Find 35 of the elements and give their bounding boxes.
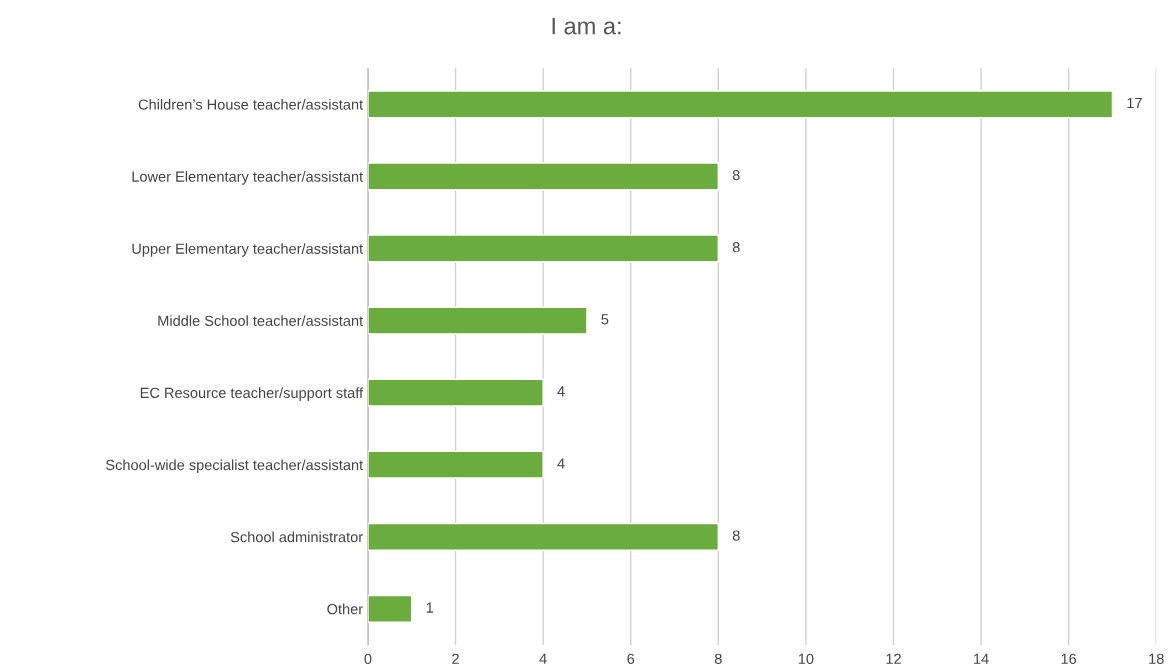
bar [367,450,544,479]
data-label: 8 [732,242,740,253]
x-tick-label: 18 [1149,653,1164,664]
y-tick-label: School administrator [230,531,363,543]
y-tick-label: Other [327,603,363,615]
x-tick-label: 12 [886,653,901,664]
x-tick-label: 2 [452,653,459,664]
data-label: 17 [1127,98,1142,109]
data-label: 8 [732,169,740,181]
bar [367,594,413,623]
x-tick-label: 0 [364,653,372,664]
data-label: 4 [557,458,565,469]
data-label: 8 [732,530,740,541]
bar [367,378,544,407]
bar [367,522,720,551]
x-tick-label: 6 [627,653,635,664]
chart-title: I am a: [552,17,621,35]
x-tick-label: 16 [1061,653,1077,664]
y-tick-label: Children’s House teacher/assistant [138,99,364,110]
y-tick-label: School-wide specialist teacher/assistant [106,459,364,474]
bar [367,306,588,335]
y-tick-label: EC Resource teacher/support staff [140,387,364,401]
y-tick-label: Middle School teacher/assistant [158,315,364,326]
bar [367,234,720,263]
data-label: 5 [601,314,609,325]
bar [367,90,1114,119]
y-tick-label: Lower Elementary teacher/assistant [132,171,364,185]
bar [367,162,720,191]
x-tick-label: 4 [539,653,547,664]
x-tick-label: 8 [714,653,722,664]
x-tick-label: 10 [798,653,814,664]
y-tick-label: Upper Elementary teacher/assistant [132,243,364,257]
data-label: 4 [557,386,565,397]
data-label: 1 [426,602,434,613]
x-tick-label: 14 [974,653,989,664]
